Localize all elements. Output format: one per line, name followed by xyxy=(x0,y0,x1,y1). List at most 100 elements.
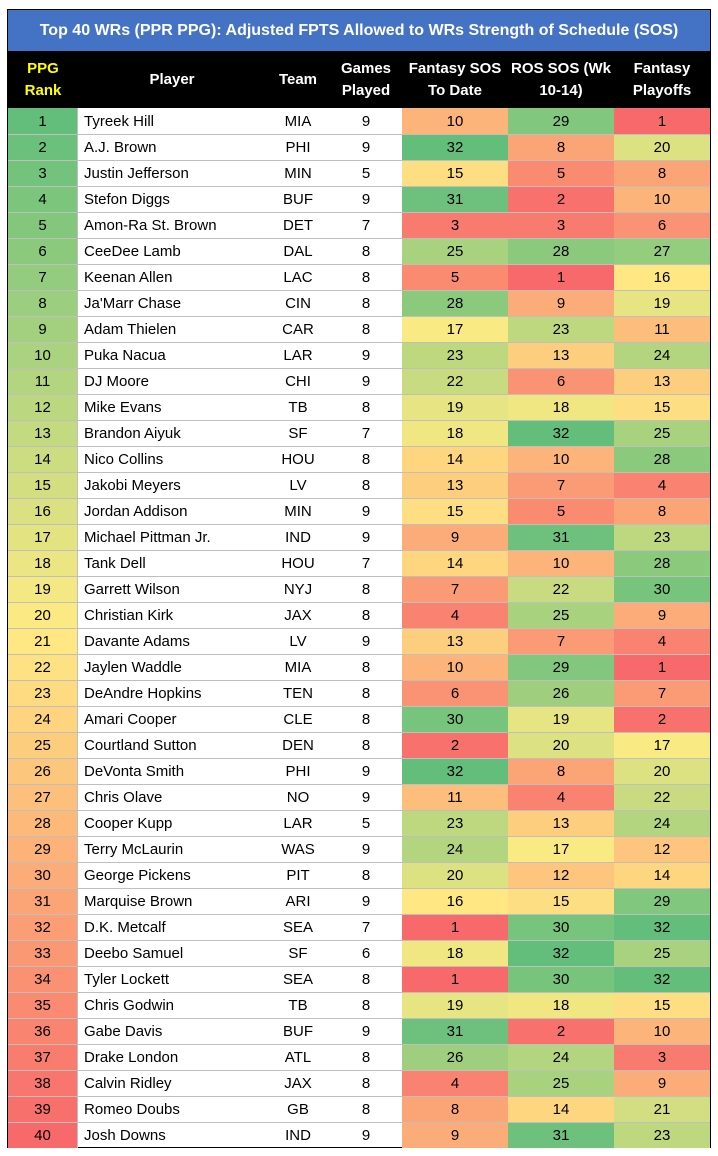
player-cell: Garrett Wilson xyxy=(78,576,266,602)
games-played-cell: 8 xyxy=(330,472,402,498)
fantasy-playoffs-cell: 25 xyxy=(614,420,710,446)
sos-to-date-cell: 3 xyxy=(402,212,508,238)
ros-sos-cell: 2 xyxy=(508,186,614,212)
player-cell: Tank Dell xyxy=(78,550,266,576)
player-cell: DJ Moore xyxy=(78,368,266,394)
player-cell: Amari Cooper xyxy=(78,706,266,732)
games-played-cell: 9 xyxy=(330,498,402,524)
table-row: 3 Justin Jefferson MIN 5 15 5 8 xyxy=(8,160,710,186)
player-cell: Stefon Diggs xyxy=(78,186,266,212)
ppg-rank-cell: 30 xyxy=(8,862,78,888)
table-body: 1 Tyreek Hill MIA 9 10 29 1 2 A.J. Brown PHI 9 32 8 2… xyxy=(8,108,710,1148)
player-cell: Davante Adams xyxy=(78,628,266,654)
sos-to-date-cell: 15 xyxy=(402,160,508,186)
team-cell: SF xyxy=(266,940,330,966)
table-row: 35 Chris Godwin TB 8 19 18 15 xyxy=(8,992,710,1018)
team-cell: DAL xyxy=(266,238,330,264)
games-played-cell: 9 xyxy=(330,836,402,862)
fantasy-playoffs-cell: 9 xyxy=(614,1070,710,1096)
ros-sos-cell: 32 xyxy=(508,940,614,966)
fantasy-playoffs-cell: 16 xyxy=(614,264,710,290)
table-row: 13 Brandon Aiyuk SF 7 18 32 25 xyxy=(8,420,710,446)
header-fantasy-sos-to-date: Fantasy SOS To Date xyxy=(408,60,502,99)
sos-to-date-cell: 19 xyxy=(402,394,508,420)
sos-table: Top 40 WRs (PPR PPG): Adjusted FPTS Allo… xyxy=(7,9,711,1148)
sos-to-date-cell: 11 xyxy=(402,784,508,810)
fantasy-playoffs-cell: 29 xyxy=(614,888,710,914)
player-cell: Ja'Marr Chase xyxy=(78,290,266,316)
ppg-rank-cell: 38 xyxy=(8,1070,78,1096)
sos-to-date-cell: 9 xyxy=(402,524,508,550)
ros-sos-cell: 29 xyxy=(508,654,614,680)
games-played-cell: 8 xyxy=(330,680,402,706)
ppg-rank-cell: 28 xyxy=(8,810,78,836)
header-fantasy-playoffs: Fantasy Playoffs xyxy=(632,60,692,99)
fantasy-playoffs-cell: 24 xyxy=(614,342,710,368)
team-cell: HOU xyxy=(266,446,330,472)
fantasy-playoffs-cell: 15 xyxy=(614,394,710,420)
games-played-cell: 7 xyxy=(330,914,402,940)
player-cell: Josh Downs xyxy=(78,1122,266,1148)
table-row: 24 Amari Cooper CLE 8 30 19 2 xyxy=(8,706,710,732)
ros-sos-cell: 7 xyxy=(508,628,614,654)
fantasy-playoffs-cell: 11 xyxy=(614,316,710,342)
games-played-cell: 8 xyxy=(330,264,402,290)
ppg-rank-cell: 34 xyxy=(8,966,78,992)
player-cell: DeAndre Hopkins xyxy=(78,680,266,706)
games-played-cell: 8 xyxy=(330,706,402,732)
games-played-cell: 5 xyxy=(330,160,402,186)
sos-to-date-cell: 25 xyxy=(402,238,508,264)
sos-to-date-cell: 18 xyxy=(402,940,508,966)
player-cell: Cooper Kupp xyxy=(78,810,266,836)
player-cell: Deebo Samuel xyxy=(78,940,266,966)
ppg-rank-cell: 36 xyxy=(8,1018,78,1044)
ros-sos-cell: 6 xyxy=(508,368,614,394)
sos-to-date-cell: 24 xyxy=(402,836,508,862)
fantasy-playoffs-cell: 8 xyxy=(614,498,710,524)
sos-to-date-cell: 18 xyxy=(402,420,508,446)
team-cell: IND xyxy=(266,524,330,550)
games-played-cell: 8 xyxy=(330,966,402,992)
table-row: 23 DeAndre Hopkins TEN 8 6 26 7 xyxy=(8,680,710,706)
ros-sos-cell: 8 xyxy=(508,758,614,784)
fantasy-playoffs-cell: 6 xyxy=(614,212,710,238)
sos-to-date-cell: 5 xyxy=(402,264,508,290)
games-played-cell: 8 xyxy=(330,1096,402,1122)
player-cell: Mike Evans xyxy=(78,394,266,420)
team-cell: NO xyxy=(266,784,330,810)
player-cell: Calvin Ridley xyxy=(78,1070,266,1096)
table-row: 16 Jordan Addison MIN 9 15 5 8 xyxy=(8,498,710,524)
table-row: 4 Stefon Diggs BUF 9 31 2 10 xyxy=(8,186,710,212)
team-cell: MIN xyxy=(266,160,330,186)
ros-sos-cell: 13 xyxy=(508,342,614,368)
ppg-rank-cell: 14 xyxy=(8,446,78,472)
team-cell: TB xyxy=(266,992,330,1018)
team-cell: JAX xyxy=(266,602,330,628)
sos-to-date-cell: 22 xyxy=(402,368,508,394)
fantasy-playoffs-cell: 14 xyxy=(614,862,710,888)
ppg-rank-cell: 37 xyxy=(8,1044,78,1070)
sos-to-date-cell: 17 xyxy=(402,316,508,342)
team-cell: PIT xyxy=(266,862,330,888)
sos-to-date-cell: 10 xyxy=(402,108,508,134)
games-played-cell: 8 xyxy=(330,1044,402,1070)
fantasy-playoffs-cell: 32 xyxy=(614,914,710,940)
table-row: 18 Tank Dell HOU 7 14 10 28 xyxy=(8,550,710,576)
team-cell: ARI xyxy=(266,888,330,914)
ros-sos-cell: 2 xyxy=(508,1018,614,1044)
player-cell: Jordan Addison xyxy=(78,498,266,524)
header-player: Player xyxy=(149,71,195,88)
fantasy-playoffs-cell: 27 xyxy=(614,238,710,264)
team-cell: PHI xyxy=(266,758,330,784)
team-cell: CHI xyxy=(266,368,330,394)
ppg-rank-cell: 19 xyxy=(8,576,78,602)
player-cell: Justin Jefferson xyxy=(78,160,266,186)
table-row: 11 DJ Moore CHI 9 22 6 13 xyxy=(8,368,710,394)
team-cell: WAS xyxy=(266,836,330,862)
ppg-rank-cell: 23 xyxy=(8,680,78,706)
player-cell: Tyler Lockett xyxy=(78,966,266,992)
team-cell: LAR xyxy=(266,342,330,368)
table-row: 28 Cooper Kupp LAR 5 23 13 24 xyxy=(8,810,710,836)
fantasy-playoffs-cell: 30 xyxy=(614,576,710,602)
header-ppg-rank: PPG Rank xyxy=(24,60,62,99)
